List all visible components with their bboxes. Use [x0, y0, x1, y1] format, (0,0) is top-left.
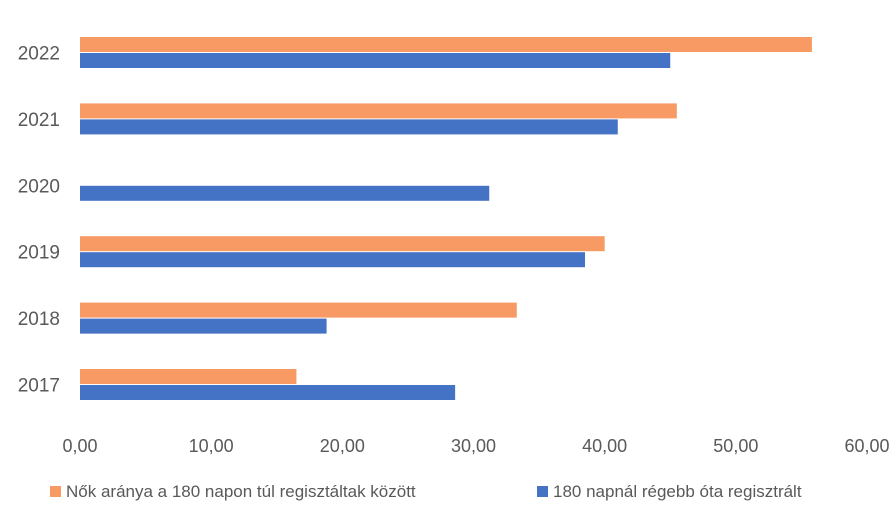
category-label-2022: 2022: [18, 44, 60, 65]
legend-swatch-women-ratio: [50, 486, 61, 497]
bar-women-ratio-2017: [80, 369, 297, 384]
bar-women-ratio-2021: [80, 103, 677, 119]
category-labels: 2017 2018 2019 2020 2021 2022: [18, 44, 60, 397]
x-tick-label: 20,00: [320, 436, 365, 456]
category-label-2017: 2017: [18, 376, 60, 397]
bar-women-ratio-2018: [80, 302, 517, 318]
bar-registered-180-2020: [80, 185, 490, 201]
bar-registered-180-2021: [80, 119, 618, 135]
category-label-2018: 2018: [18, 309, 60, 330]
bars: [80, 37, 812, 400]
category-label-2020: 2020: [18, 176, 60, 197]
category-label-2021: 2021: [18, 110, 60, 131]
bar-registered-180-2019: [80, 252, 585, 268]
bar-registered-180-2017: [80, 385, 456, 400]
x-axis-tick-labels: 0,00 10,00 20,00 30,00 40,00 50,00 60,00: [62, 436, 889, 456]
bar-women-ratio-2022: [80, 37, 812, 52]
bar-women-ratio-2019: [80, 236, 605, 252]
x-tick-label: 40,00: [582, 436, 627, 456]
category-label-2019: 2019: [18, 243, 60, 264]
bar-registered-180-2018: [80, 318, 327, 334]
legend-swatch-registered-180: [537, 486, 548, 497]
legend: Nők aránya a 180 napon túl regisztáltak …: [50, 482, 802, 501]
x-tick-label: 0,00: [62, 436, 97, 456]
legend-label-women-ratio: Nők aránya a 180 napon túl regisztáltak …: [66, 482, 416, 501]
legend-label-registered-180: 180 napnál régebb óta regisztrált: [553, 482, 802, 501]
x-tick-label: 60,00: [844, 436, 889, 456]
bar-registered-180-2022: [80, 53, 671, 68]
x-tick-label: 30,00: [451, 436, 496, 456]
x-tick-label: 10,00: [189, 436, 234, 456]
x-tick-label: 50,00: [713, 436, 758, 456]
